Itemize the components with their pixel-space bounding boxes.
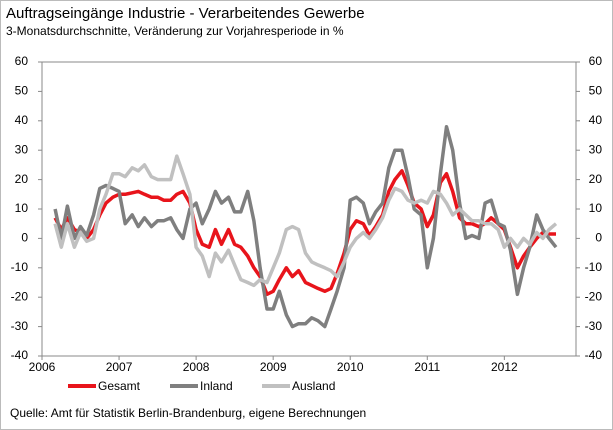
x-tick-label: 2008 [183, 360, 210, 374]
y2-tick-label: -10 [585, 260, 603, 274]
y-tick-label: 10 [15, 201, 29, 215]
x-tick-label: 2012 [491, 360, 518, 374]
y2-tick-label: -20 [585, 289, 603, 303]
series-line [53, 124, 558, 329]
y-tick-label: -10 [11, 260, 29, 274]
legend-label: Gesamt [98, 379, 141, 393]
y-tick-label: -30 [11, 319, 29, 333]
y2-tick-label: 30 [589, 142, 603, 156]
y2-tick-label: 20 [589, 172, 603, 186]
legend-label: Ausland [292, 379, 335, 393]
y2-tick-label: 50 [589, 84, 603, 98]
x-tick-label: 2010 [337, 360, 364, 374]
y-tick-label: 0 [21, 231, 28, 245]
y2-tick-label: -30 [585, 319, 603, 333]
y-tick-label: 50 [15, 84, 29, 98]
y2-tick-label: 10 [589, 201, 603, 215]
y2-tick-label: 0 [595, 231, 602, 245]
series-line [53, 154, 558, 288]
y2-tick-label: 60 [589, 54, 603, 68]
x-tick-label: 2006 [29, 360, 56, 374]
x-tick-label: 2011 [414, 360, 440, 374]
subtitle: 3-Monatsdurchschnitte, Veränderung zur V… [6, 24, 344, 38]
y-tick-label: 40 [15, 113, 29, 127]
series-line [53, 169, 556, 297]
y2-tick-label: 40 [589, 113, 603, 127]
legend-label: Inland [200, 379, 233, 393]
y-tick-label: 30 [15, 142, 29, 156]
x-tick-label: 2007 [106, 360, 133, 374]
x-tick-label: 2009 [260, 360, 287, 374]
y2-tick-label: -40 [585, 348, 603, 362]
y-tick-label: 20 [15, 172, 29, 186]
chart-title: Auftragseingänge Industrie - Verarbeiten… [6, 5, 365, 22]
y-tick-label: -40 [11, 348, 29, 362]
y-tick-label: -20 [11, 289, 29, 303]
y-tick-label: 60 [15, 54, 29, 68]
source: Quelle: Amt für Statistik Berlin-Branden… [10, 406, 366, 420]
